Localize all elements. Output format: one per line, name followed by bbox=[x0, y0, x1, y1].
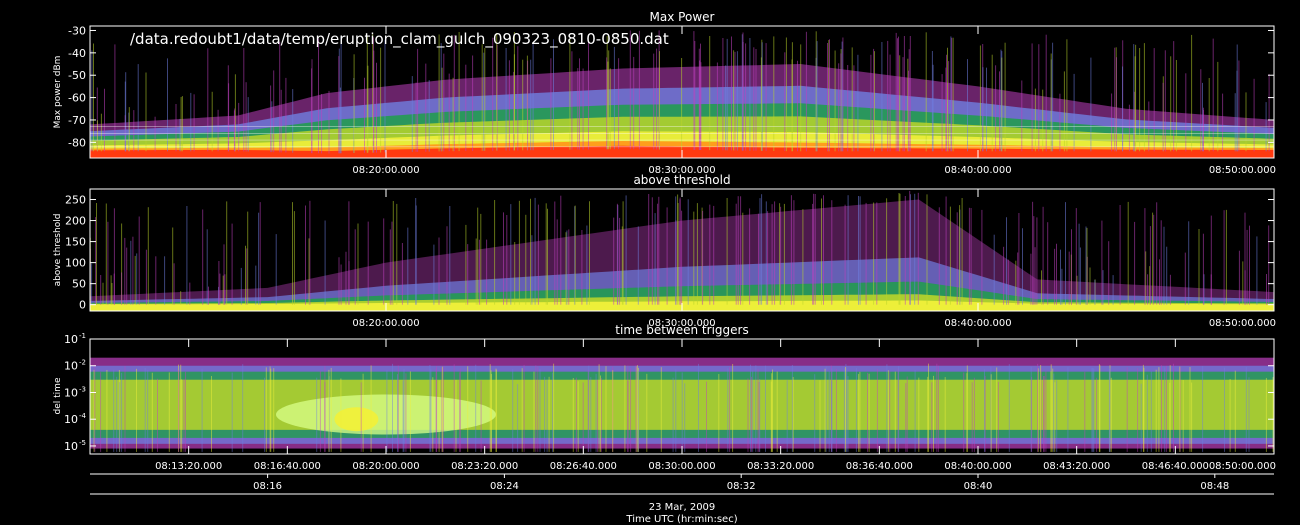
y-tick-exponent: -3 bbox=[79, 385, 86, 393]
secondary-tick-label: 08:32 bbox=[727, 481, 756, 492]
time-between-triggers-y-ticks: 10-110-210-310-410-5 bbox=[64, 332, 1274, 453]
secondary-time-axis-ticks: 08:16 08:24 08:32 08:40 08:48 bbox=[253, 474, 1229, 492]
y-tick-label: 10 bbox=[64, 413, 78, 426]
x-tick-label: 08:33:20.000 bbox=[747, 461, 814, 472]
y-tick-label: 0 bbox=[79, 299, 86, 312]
y-tick-exponent: -5 bbox=[79, 439, 86, 447]
density-core bbox=[276, 394, 496, 435]
above-threshold-y-axis-label: above threshold bbox=[53, 214, 63, 287]
x-tick-label: 08:20:00.000 bbox=[352, 461, 419, 472]
secondary-tick-label: 08:16 bbox=[253, 481, 282, 492]
x-tick-label: 08:46:40.000 bbox=[1142, 461, 1209, 472]
y-tick-exponent: -1 bbox=[79, 332, 86, 340]
y-tick-exponent: -4 bbox=[79, 412, 87, 420]
density-layer bbox=[90, 357, 1274, 452]
x-tick-label: 08:30:00.000 bbox=[648, 461, 715, 472]
x-tick-label: 08:40:00.000 bbox=[944, 461, 1011, 472]
density-core-hot bbox=[334, 407, 379, 432]
date-label: 23 Mar, 2009 bbox=[649, 502, 716, 513]
y-tick-label: -50 bbox=[68, 69, 86, 82]
time-between-triggers-y-axis-label: del time bbox=[53, 377, 63, 414]
max-power-y-ticks: -30 -40 -50 -60 -70 -80 bbox=[68, 24, 1274, 149]
time-between-triggers-title: time between triggers bbox=[615, 323, 748, 337]
y-tick-label: 100 bbox=[65, 257, 86, 270]
y-tick-label: 200 bbox=[65, 215, 86, 228]
x-tick-label: 08:36:40.000 bbox=[846, 461, 913, 472]
y-tick-label: -60 bbox=[68, 92, 86, 105]
y-tick-label: 250 bbox=[65, 194, 86, 207]
x-tick-label: 08:20:00.000 bbox=[352, 318, 419, 329]
y-tick-label: 10 bbox=[64, 360, 78, 373]
x-tick-label: 08:40:00.000 bbox=[944, 165, 1011, 176]
time-between-triggers-x-ticks: 08:13:20.000 08:16:40.000 08:20:00.000 08:2… bbox=[155, 339, 1276, 472]
x-tick-label: 08:40:00.000 bbox=[944, 318, 1011, 329]
x-tick-label: 08:23:20.000 bbox=[451, 461, 518, 472]
y-tick-label: -30 bbox=[68, 24, 86, 37]
x-tick-label: 08:26:40.000 bbox=[550, 461, 617, 472]
x-tick-label: 08:20:00.000 bbox=[352, 165, 419, 176]
max-power-y-axis-label: Max power dBm bbox=[53, 56, 63, 129]
x-tick-label: 08:50:00.000 bbox=[1209, 165, 1276, 176]
above-threshold-x-ticks: 08:20:00.000 08:30:00.000 08:40:00.000 08:5… bbox=[352, 189, 1276, 329]
max-power-panel: Max Power /data.redoubt1/data/temp/erupt… bbox=[53, 10, 1276, 176]
y-tick-label: 10 bbox=[64, 386, 78, 399]
y-tick-exponent: -2 bbox=[79, 359, 86, 367]
x-tick-label: 08:30:00.000 bbox=[648, 165, 715, 176]
x-tick-label: 08:13:20.000 bbox=[155, 461, 222, 472]
y-tick-label: -80 bbox=[68, 136, 86, 149]
above-threshold-y-ticks: 0 50 100 150 200 250 bbox=[65, 194, 1274, 312]
x-tick-label: 08:50:00.000 bbox=[1209, 318, 1276, 329]
secondary-tick-label: 08:40 bbox=[964, 481, 993, 492]
y-tick-label: 50 bbox=[72, 278, 86, 291]
y-tick-label: 10 bbox=[64, 333, 78, 346]
max-power-title: Max Power bbox=[650, 10, 715, 24]
max-power-x-ticks: 08:20:00.000 08:30:00.000 08:40:00.000 08:5… bbox=[352, 26, 1276, 176]
x-tick-label: 08:16:40.000 bbox=[254, 461, 321, 472]
above-threshold-title: above threshold bbox=[633, 173, 730, 187]
y-tick-label: -70 bbox=[68, 114, 86, 127]
time-between-triggers-plot-area bbox=[90, 357, 1274, 452]
time-between-triggers-panel: time between triggers del time 10 -110 -21… bbox=[53, 323, 1276, 472]
secondary-tick-label: 08:48 bbox=[1200, 481, 1229, 492]
x-axis-label: Time UTC (hr:min:sec) bbox=[625, 514, 737, 525]
x-tick-label: 08:43:20.000 bbox=[1043, 461, 1110, 472]
y-tick-label: -40 bbox=[68, 47, 86, 60]
x-tick-label: 08:30:00.000 bbox=[648, 318, 715, 329]
above-threshold-panel: above threshold above threshold 0 50 100 15… bbox=[53, 173, 1276, 329]
secondary-tick-label: 08:24 bbox=[490, 481, 519, 492]
x-tick-label: 08:50:00.000 bbox=[1209, 461, 1276, 472]
y-tick-label: 10 bbox=[64, 440, 78, 453]
file-path-label: /data.redoubt1/data/temp/eruption_clam_g… bbox=[130, 30, 669, 49]
y-tick-label: 150 bbox=[65, 236, 86, 249]
